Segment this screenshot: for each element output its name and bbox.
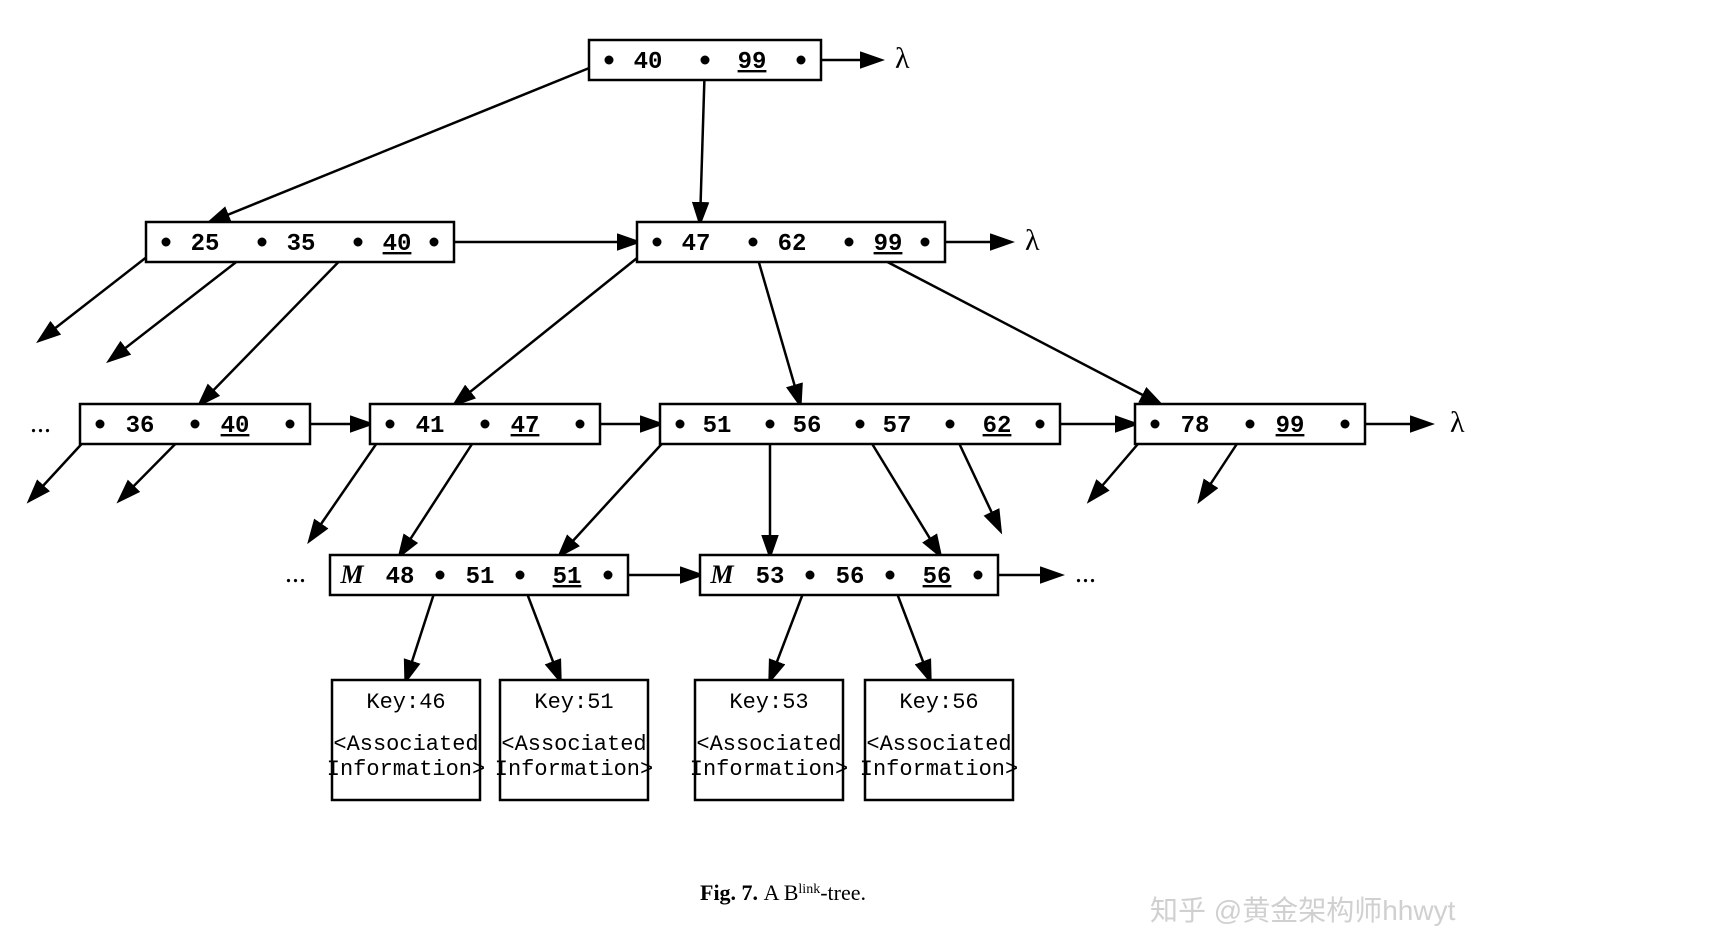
node-key: 78 [1181,413,1210,440]
pointer-dot [806,571,815,580]
pointer-dot [436,571,445,580]
pointer-dot [653,238,662,247]
record-info-2: Information> [690,757,848,782]
pointer-arrow [210,60,609,222]
ellipsis-label: ... [1075,558,1096,589]
lambda-label: λ [895,42,910,75]
node-key: 53 [756,564,785,591]
pointer-dot [1151,420,1160,429]
pointer-dot [604,571,613,580]
btree-node-L2c: 51 56 57 62 [660,404,1060,444]
ellipsis-label: ... [30,408,51,439]
pointer-arrow [849,242,1160,404]
node-key: 40 [634,49,663,76]
figure-caption: Fig. 7. A Blink-tree. [700,880,866,905]
pointer-arrow [455,242,657,404]
record-key: Key:56 [899,690,978,715]
pointer-arrow [700,60,705,222]
pointer-dot [516,571,525,580]
pointer-dot [749,238,758,247]
record-info-1: <Associated [501,732,646,757]
btree-node-L3b: M 53 56 56 [700,555,998,595]
node-key: 51 [703,413,732,440]
pointer-arrow [200,242,358,404]
btree-node-L2d: 78 99 [1135,404,1365,444]
pointer-dot [386,420,395,429]
pointer-dot [605,56,614,65]
btree-node-L2a: 36 40 [80,404,310,444]
leaf-marker: M [339,560,364,589]
pointer-dot [1246,420,1255,429]
blink-tree-diagram: 40 99 25 35 40 47 62 99 36 40 41 47 51 56 57 62 78 99 M 48 5… [0,0,1722,946]
pointer-dot [676,420,685,429]
record-box-kb2: Key:51 <AssociatedInformation> [495,680,653,800]
pointer-dot [191,420,200,429]
record-info-1: <Associated [333,732,478,757]
record-box-kb1: Key:46 <AssociatedInformation> [327,680,485,800]
pointer-dot [96,420,105,429]
node-key: 51 [466,564,495,591]
pointer-dot [845,238,854,247]
lambda-label: λ [1450,406,1465,439]
node-key: 99 [874,231,903,258]
btree-node-L1b: 47 62 99 [637,222,945,262]
node-key: 41 [416,413,445,440]
lambda-label: λ [1025,224,1040,257]
record-info-1: <Associated [696,732,841,757]
pointer-dot [766,420,775,429]
record-box-kb4: Key:56 <AssociatedInformation> [860,680,1018,800]
btree-node-L2b: 41 47 [370,404,600,444]
node-key: 57 [883,413,912,440]
pointer-dot [286,420,295,429]
leaf-marker: M [709,560,734,589]
record-info-2: Information> [327,757,485,782]
node-key: 25 [191,231,220,258]
record-info-2: Information> [495,757,653,782]
node-key: 51 [553,564,582,591]
node-key: 56 [923,564,952,591]
keyboxes-layer: Key:46<AssociatedInformation>Key:51<Asso… [327,680,1018,800]
record-key: Key:53 [729,690,808,715]
ellipsis-label: ... [285,558,306,589]
pointer-dot [258,238,267,247]
watermark-text: 知乎 @黄金架构师hhwyt [1150,895,1456,926]
node-key: 99 [1276,413,1305,440]
node-key: 99 [738,49,767,76]
node-key: 47 [511,413,540,440]
record-info-2: Information> [860,757,1018,782]
node-key: 62 [778,231,807,258]
node-key: 36 [126,413,155,440]
pointer-arrow [753,242,800,404]
pointer-dot [886,571,895,580]
pointer-dot [921,238,930,247]
record-key: Key:46 [366,690,445,715]
btree-node-L3a: M 48 51 51 [330,555,628,595]
pointer-dot [701,56,710,65]
pointer-dot [1036,420,1045,429]
pointer-dot [946,420,955,429]
node-key: 40 [383,231,412,258]
btree-node-root: 40 99 [589,40,821,80]
node-key: 62 [983,413,1012,440]
record-info-1: <Associated [866,732,1011,757]
node-key: 35 [287,231,316,258]
pointer-dot [576,420,585,429]
pointer-dot [481,420,490,429]
record-box-kb3: Key:53 <AssociatedInformation> [690,680,848,800]
pointer-dot [162,238,171,247]
pointer-dot [856,420,865,429]
record-key: Key:51 [534,690,613,715]
pointer-dot [430,238,439,247]
node-key: 40 [221,413,250,440]
pointer-dot [974,571,983,580]
pointer-dot [797,56,806,65]
pointer-dot [1341,420,1350,429]
btree-node-L1a: 25 35 40 [146,222,454,262]
nodes-layer: 40 99 25 35 40 47 62 99 36 40 41 47 51 56 57 62 78 99 M 48 5… [80,40,1365,595]
node-key: 48 [386,564,415,591]
node-key: 56 [793,413,822,440]
pointer-dot [354,238,363,247]
node-key: 56 [836,564,865,591]
node-key: 47 [682,231,711,258]
